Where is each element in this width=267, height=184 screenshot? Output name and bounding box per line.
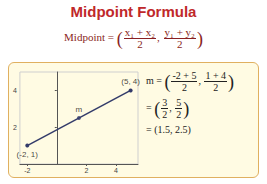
html-text:,y₁ + y₂: ,y₁ + y₂ [157,26,195,43]
svg-text:4: 4 [114,167,118,174]
svg-text:4: 4 [13,87,17,94]
svg-text:(5, 4): (5, 4) [121,77,140,86]
svg-text:2: 2 [13,124,17,131]
html-text:2: 2 [137,38,143,50]
html-text:Midpoint Formula: Midpoint Formula [70,3,197,20]
html-text:2: 2 [181,82,187,93]
html-text:=(3: =(3 [146,97,168,119]
html-text:= (1.5, 2.5): = (1.5, 2.5) [146,124,191,135]
svg-text:2: 2 [84,167,88,174]
html-text:2: 2 [213,82,219,93]
html-text:Midpoint =(x₁ + x₂: Midpoint =(x₁ + x₂ [64,26,156,49]
html-text:2): 2) [176,98,190,120]
html-text:,1 + 4: ,1 + 4 [198,70,226,86]
svg-text:m: m [76,105,83,114]
svg-text:-2: -2 [24,167,30,174]
html-text:,5: ,5 [169,97,182,113]
svg-text:(-2, 1): (-2, 1) [17,150,39,159]
html-text:m =(-2 + 5: m =(-2 + 5 [146,70,197,92]
html-text:2: 2 [162,109,168,120]
html-text:2: 2 [177,38,183,50]
